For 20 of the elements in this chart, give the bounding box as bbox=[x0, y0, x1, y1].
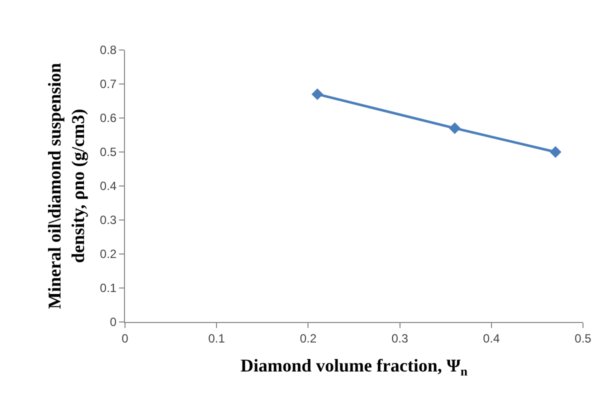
x-tick-label: 0.5 bbox=[574, 331, 592, 346]
y-tick-label: 0.5 bbox=[100, 145, 117, 160]
y-tick-label: 0.3 bbox=[100, 213, 117, 228]
x-tick-label: 0.1 bbox=[208, 331, 226, 346]
y-tick-label: 0.1 bbox=[100, 281, 117, 296]
y-tick-label: 0.4 bbox=[100, 179, 117, 194]
y-axis-title: Mineral oil\diamond suspension density, ρno (g/cm3) bbox=[44, 62, 88, 310]
y-tick-label: 0 bbox=[110, 315, 117, 330]
x-tick-label: 0 bbox=[122, 331, 129, 346]
y-tick-label: 0.2 bbox=[100, 247, 117, 262]
point bbox=[312, 88, 324, 100]
x-tick-label: 0.3 bbox=[391, 331, 408, 346]
point bbox=[550, 146, 562, 158]
point bbox=[448, 122, 461, 134]
y-tick-label: 0.7 bbox=[100, 77, 117, 92]
y-tick-label: 0.6 bbox=[100, 111, 117, 126]
x-tick-label: 0.2 bbox=[300, 331, 317, 346]
x-axis-title: Diamond volume fraction, Ψ$_{n}$ bbox=[240, 356, 468, 378]
x-tick-label: 0.4 bbox=[483, 331, 500, 346]
y-tick-label: 0.8 bbox=[100, 43, 117, 58]
